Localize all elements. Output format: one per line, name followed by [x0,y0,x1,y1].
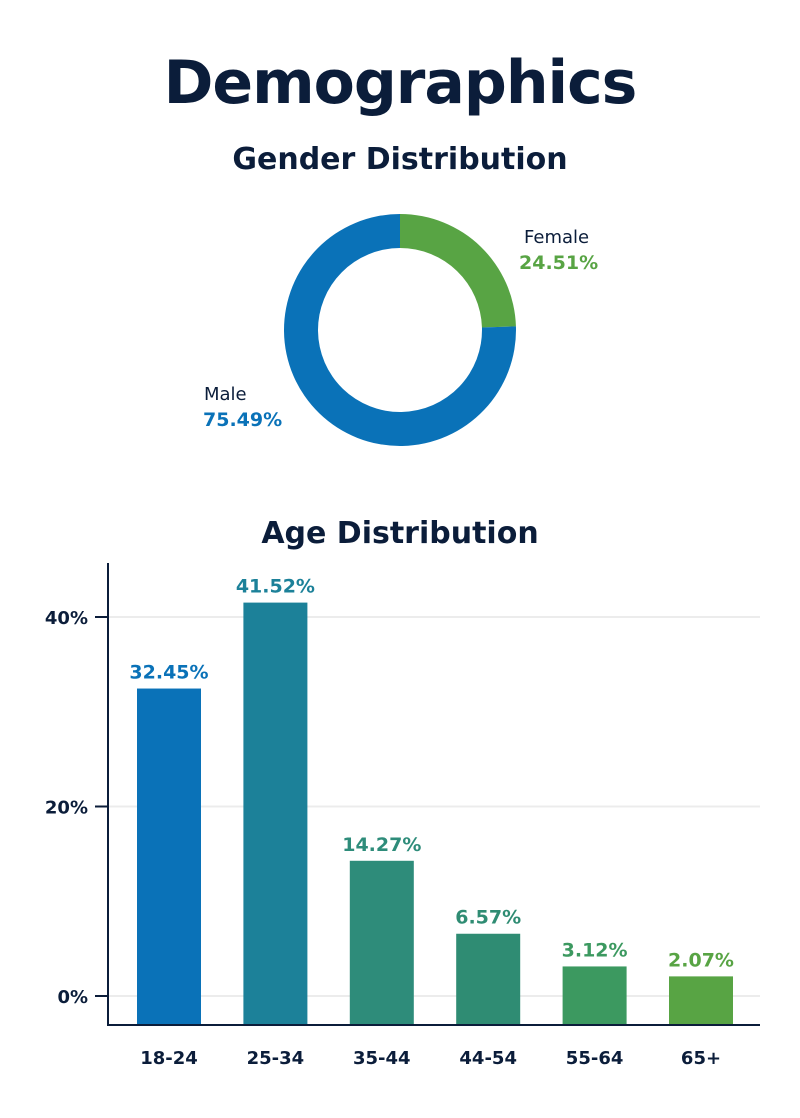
x-category-label: 65+ [681,1048,721,1069]
bar-35-44 [349,860,414,1024]
x-category-label: 18-24 [140,1048,198,1069]
gender-donut-chart: Female 24.51% Male 75.49% [203,214,598,446]
bar-value-label: 41.52% [236,576,315,598]
page-title: Demographics [163,48,638,118]
donut-slice-female [400,214,516,328]
x-category-label: 25-34 [247,1048,305,1069]
y-tick-label: 0% [57,987,88,1008]
bar-value-label: 32.45% [129,662,208,684]
age-chart-title: Age Distribution [261,516,539,551]
bar-value-label: 2.07% [668,949,734,971]
bar-44-54 [456,933,521,1024]
bar-value-label: 6.57% [455,907,521,929]
y-tick-label: 40% [45,608,88,629]
x-category-label: 55-64 [566,1048,624,1069]
gender-chart-title: Gender Distribution [232,142,568,177]
bar-value-label: 14.27% [342,834,421,856]
x-category-label: 35-44 [353,1048,411,1069]
bar-55-64 [562,966,627,1024]
bar-25-34 [243,602,308,1024]
slice-name-male: Male [204,384,247,405]
slice-value-female: 24.51% [519,252,598,274]
slice-value-male: 75.49% [203,409,282,431]
slice-name-female: Female [524,227,589,248]
bar-65+ [669,976,733,1024]
bar-value-label: 3.12% [562,939,628,961]
donut-slice-male [283,214,516,446]
x-category-label: 44-54 [459,1048,517,1069]
y-tick-label: 20% [45,798,88,819]
bar-18-24 [137,688,201,1024]
